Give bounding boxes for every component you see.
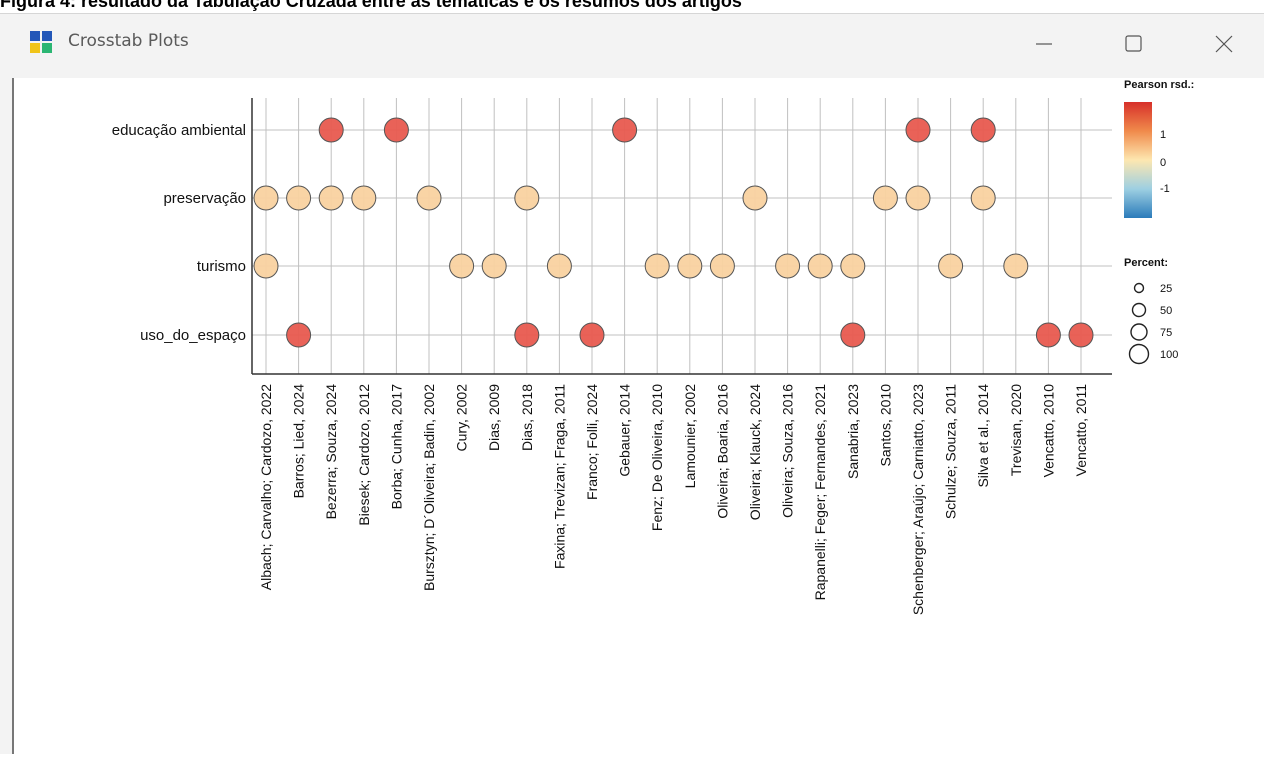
crosstab-point: [481, 253, 507, 279]
maximize-icon: [1125, 35, 1142, 52]
column-label: Albach; Carvalho; Cardozo, 2022: [258, 384, 274, 590]
crosstab-point: [709, 253, 735, 279]
column-label: Lamounier, 2002: [682, 384, 698, 489]
column-label: Faxina; Trevizan; Fraga, 2011: [551, 384, 567, 569]
crosstab-point: [318, 185, 344, 211]
crosstab-point: [775, 253, 801, 279]
crosstab-point: [840, 322, 866, 348]
crosstab-point: [807, 253, 833, 279]
column-label: Fenz; De Oliveira, 2010: [649, 384, 665, 531]
column-label: Cury, 2002: [454, 384, 470, 452]
crosstab-point: [514, 322, 540, 348]
column-label: Borba; Cunha, 2017: [388, 384, 404, 510]
minimize-icon: [1036, 43, 1052, 45]
column-label: Sanabria, 2023: [845, 384, 861, 479]
crosstab-point: [416, 185, 442, 211]
figure-caption: Figura 4: resultado da Tabulação Cruzada…: [0, 0, 742, 11]
column-label: Gebauer, 2014: [617, 384, 633, 477]
size-legend-tick: 25: [1160, 283, 1172, 295]
crosstab-point: [970, 185, 996, 211]
close-icon: [1215, 35, 1233, 53]
column-label: Schenberger; Araújo; Carniatto, 2023: [910, 384, 926, 615]
size-legend-circle: [1133, 282, 1145, 294]
size-legend-circle: [1128, 343, 1150, 365]
crosstab-point: [351, 185, 377, 211]
crosstab-point: [286, 185, 312, 211]
column-label: Trevisan, 2020: [1008, 384, 1024, 476]
row-label: turismo: [197, 258, 246, 275]
crosstab-point: [970, 117, 996, 143]
column-label: Bezerra; Souza, 2024: [323, 384, 339, 520]
crosstab-point: [905, 117, 931, 143]
color-legend-tick: -1: [1160, 183, 1170, 195]
size-legend-circle: [1130, 323, 1148, 341]
crosstab-point: [677, 253, 703, 279]
column-label: Franco; Folli, 2024: [584, 384, 600, 500]
window-title: Crosstab Plots: [68, 31, 189, 51]
size-legend-circle: [1131, 302, 1147, 318]
crosstab-point: [644, 253, 670, 279]
crosstab-point: [514, 185, 540, 211]
column-label: Bursztyn; D´Oliveira; Badin, 2002: [421, 384, 437, 591]
color-legend-tick: 0: [1160, 157, 1166, 169]
crosstab-point: [383, 117, 409, 143]
size-legend-tick: 75: [1160, 327, 1172, 339]
crosstab-point: [840, 253, 866, 279]
size-legend-tick: 50: [1160, 305, 1172, 317]
crosstab-point: [1068, 322, 1094, 348]
column-label: Silva et al., 2014: [975, 384, 991, 488]
crosstab-point: [449, 253, 475, 279]
crosstab-point: [938, 253, 964, 279]
close-button[interactable]: [1184, 14, 1264, 74]
crosstab-point: [318, 117, 344, 143]
column-label: Dias, 2009: [486, 384, 502, 451]
column-label: Dias, 2018: [519, 384, 535, 451]
crosstab-point: [253, 185, 279, 211]
row-label: educação ambiental: [112, 122, 246, 139]
crosstab-window: Crosstab Plots educação ambiental preserv…: [0, 13, 1264, 754]
size-legend-tick: 100: [1160, 349, 1178, 361]
crosstab-chart: educação ambiental preservação turismo uso_…: [112, 79, 1195, 615]
maximize-button[interactable]: [1094, 14, 1174, 74]
size-legend-title: Percent:: [1124, 257, 1168, 269]
column-label: Barros; Lied, 2024: [291, 384, 307, 499]
grid-icon: [30, 31, 54, 55]
plot-area: educação ambiental preservação turismo uso_…: [12, 78, 1264, 754]
column-label: Schulze; Souza, 2011: [943, 384, 959, 519]
color-legend-tick: 1: [1160, 129, 1166, 141]
minimize-button[interactable]: [1004, 14, 1084, 74]
window-titlebar[interactable]: Crosstab Plots: [0, 14, 1264, 78]
crosstab-point: [286, 322, 312, 348]
column-label: Vencatto, 2011: [1073, 384, 1089, 477]
column-label: Vencatto, 2010: [1040, 384, 1056, 478]
row-label: uso_do_espaço: [140, 327, 246, 344]
column-label: Oliveira; Souza, 2016: [780, 384, 796, 518]
crosstab-point: [579, 322, 605, 348]
column-label: Oliveira; Klauck, 2024: [747, 384, 763, 520]
column-label: Santos, 2010: [877, 384, 893, 467]
crosstab-point: [546, 253, 572, 279]
row-label: preservação: [163, 190, 246, 207]
crosstab-point: [253, 253, 279, 279]
crosstab-point: [905, 185, 931, 211]
crosstab-point: [612, 117, 638, 143]
column-label: Biesek; Cardozo, 2012: [356, 384, 372, 526]
crosstab-point: [1035, 322, 1061, 348]
crosstab-point: [1003, 253, 1029, 279]
crosstab-point: [742, 185, 768, 211]
color-legend-bar: [1124, 102, 1152, 218]
color-legend-title: Pearson rsd.:: [1124, 79, 1194, 91]
crosstab-point: [872, 185, 898, 211]
column-label: Oliveira; Boaria, 2016: [714, 384, 730, 519]
column-label: Rapanelli; Feger; Fernandes, 2021: [812, 384, 828, 601]
